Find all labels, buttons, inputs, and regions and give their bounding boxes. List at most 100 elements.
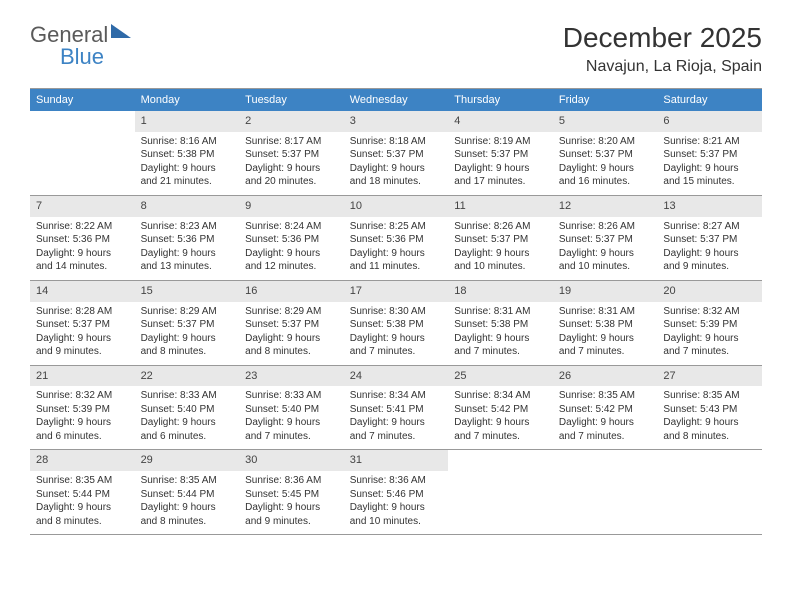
day-number: 1	[135, 111, 240, 132]
day-body: Sunrise: 8:29 AMSunset: 5:37 PMDaylight:…	[239, 302, 344, 365]
logo-text-blue: Blue	[60, 44, 104, 69]
day-number: 7	[30, 196, 135, 217]
sunset-text: Sunset: 5:43 PM	[663, 403, 756, 417]
daylight-text: Daylight: 9 hours and 9 minutes.	[663, 247, 756, 274]
day-cell: 17Sunrise: 8:30 AMSunset: 5:38 PMDayligh…	[344, 281, 449, 365]
sunset-text: Sunset: 5:36 PM	[350, 233, 443, 247]
sunrise-text: Sunrise: 8:27 AM	[663, 220, 756, 234]
day-cell: 28Sunrise: 8:35 AMSunset: 5:44 PMDayligh…	[30, 450, 135, 534]
sunset-text: Sunset: 5:37 PM	[559, 148, 652, 162]
day-cell: 26Sunrise: 8:35 AMSunset: 5:42 PMDayligh…	[553, 366, 658, 450]
sunset-text: Sunset: 5:45 PM	[245, 488, 338, 502]
daylight-text: Daylight: 9 hours and 17 minutes.	[454, 162, 547, 189]
day-number: 28	[30, 450, 135, 471]
sunrise-text: Sunrise: 8:18 AM	[350, 135, 443, 149]
sunrise-text: Sunrise: 8:32 AM	[36, 389, 129, 403]
daylight-text: Daylight: 9 hours and 21 minutes.	[141, 162, 234, 189]
day-number: 10	[344, 196, 449, 217]
sunrise-text: Sunrise: 8:20 AM	[559, 135, 652, 149]
day-body: Sunrise: 8:16 AMSunset: 5:38 PMDaylight:…	[135, 132, 240, 195]
day-body: Sunrise: 8:24 AMSunset: 5:36 PMDaylight:…	[239, 217, 344, 280]
daylight-text: Daylight: 9 hours and 11 minutes.	[350, 247, 443, 274]
day-number: 11	[448, 196, 553, 217]
sunrise-text: Sunrise: 8:34 AM	[350, 389, 443, 403]
day-cell: 25Sunrise: 8:34 AMSunset: 5:42 PMDayligh…	[448, 366, 553, 450]
day-cell: 13Sunrise: 8:27 AMSunset: 5:37 PMDayligh…	[657, 196, 762, 280]
day-header: Tuesday	[239, 89, 344, 111]
logo-triangle-icon	[111, 24, 131, 38]
sunrise-text: Sunrise: 8:30 AM	[350, 305, 443, 319]
day-number: 17	[344, 281, 449, 302]
sunset-text: Sunset: 5:39 PM	[36, 403, 129, 417]
day-body: Sunrise: 8:35 AMSunset: 5:43 PMDaylight:…	[657, 386, 762, 449]
day-number: 2	[239, 111, 344, 132]
daylight-text: Daylight: 9 hours and 12 minutes.	[245, 247, 338, 274]
daylight-text: Daylight: 9 hours and 9 minutes.	[36, 332, 129, 359]
day-number: 19	[553, 281, 658, 302]
day-header: Monday	[135, 89, 240, 111]
day-body: Sunrise: 8:30 AMSunset: 5:38 PMDaylight:…	[344, 302, 449, 365]
day-cell: 20Sunrise: 8:32 AMSunset: 5:39 PMDayligh…	[657, 281, 762, 365]
day-body: Sunrise: 8:23 AMSunset: 5:36 PMDaylight:…	[135, 217, 240, 280]
day-cell: 22Sunrise: 8:33 AMSunset: 5:40 PMDayligh…	[135, 366, 240, 450]
daylight-text: Daylight: 9 hours and 10 minutes.	[559, 247, 652, 274]
day-number: 30	[239, 450, 344, 471]
daylight-text: Daylight: 9 hours and 7 minutes.	[559, 332, 652, 359]
day-body: Sunrise: 8:31 AMSunset: 5:38 PMDaylight:…	[553, 302, 658, 365]
sunset-text: Sunset: 5:41 PM	[350, 403, 443, 417]
sunset-text: Sunset: 5:37 PM	[141, 318, 234, 332]
sunset-text: Sunset: 5:37 PM	[245, 148, 338, 162]
day-cell: 16Sunrise: 8:29 AMSunset: 5:37 PMDayligh…	[239, 281, 344, 365]
day-cell: 10 Sunrise: 8:25 AMSunset: 5:36 PMDayligh…	[344, 196, 449, 280]
day-body: Sunrise: 8:33 AMSunset: 5:40 PMDaylight:…	[239, 386, 344, 449]
day-number: 8	[135, 196, 240, 217]
day-cell: 23Sunrise: 8:33 AMSunset: 5:40 PMDayligh…	[239, 366, 344, 450]
day-body: Sunrise: 8:18 AMSunset: 5:37 PMDaylight:…	[344, 132, 449, 195]
sunrise-text: Sunrise: 8:33 AM	[245, 389, 338, 403]
day-cell: 19Sunrise: 8:31 AMSunset: 5:38 PMDayligh…	[553, 281, 658, 365]
day-body: Sunrise: 8:31 AMSunset: 5:38 PMDaylight:…	[448, 302, 553, 365]
day-cell	[30, 111, 135, 195]
daylight-text: Daylight: 9 hours and 6 minutes.	[36, 416, 129, 443]
daylight-text: Daylight: 9 hours and 10 minutes.	[454, 247, 547, 274]
sunrise-text: Sunrise: 8:35 AM	[559, 389, 652, 403]
daylight-text: Daylight: 9 hours and 6 minutes.	[141, 416, 234, 443]
sunset-text: Sunset: 5:37 PM	[663, 233, 756, 247]
sunset-text: Sunset: 5:37 PM	[350, 148, 443, 162]
day-number: 4	[448, 111, 553, 132]
day-cell: 4Sunrise: 8:19 AMSunset: 5:37 PMDaylight…	[448, 111, 553, 195]
daylight-text: Daylight: 9 hours and 9 minutes.	[245, 501, 338, 528]
day-cell: 2Sunrise: 8:17 AMSunset: 5:37 PMDaylight…	[239, 111, 344, 195]
day-number: 13	[657, 196, 762, 217]
day-number: 29	[135, 450, 240, 471]
sunrise-text: Sunrise: 8:32 AM	[663, 305, 756, 319]
sunrise-text: Sunrise: 8:16 AM	[141, 135, 234, 149]
daylight-text: Daylight: 9 hours and 7 minutes.	[350, 416, 443, 443]
day-number: 6	[657, 111, 762, 132]
daylight-text: Daylight: 9 hours and 7 minutes.	[559, 416, 652, 443]
day-body: Sunrise: 8:36 AMSunset: 5:46 PMDaylight:…	[344, 471, 449, 534]
sunrise-text: Sunrise: 8:26 AM	[559, 220, 652, 234]
sunrise-text: Sunrise: 8:23 AM	[141, 220, 234, 234]
daylight-text: Daylight: 9 hours and 10 minutes.	[350, 501, 443, 528]
sunrise-text: Sunrise: 8:25 AM	[350, 220, 443, 234]
sunrise-text: Sunrise: 8:35 AM	[36, 474, 129, 488]
day-number: 26	[553, 366, 658, 387]
sunset-text: Sunset: 5:36 PM	[36, 233, 129, 247]
sunset-text: Sunset: 5:40 PM	[245, 403, 338, 417]
day-body: Sunrise: 8:35 AMSunset: 5:44 PMDaylight:…	[30, 471, 135, 534]
sunset-text: Sunset: 5:38 PM	[141, 148, 234, 162]
daylight-text: Daylight: 9 hours and 7 minutes.	[245, 416, 338, 443]
day-body: Sunrise: 8:21 AMSunset: 5:37 PMDaylight:…	[657, 132, 762, 195]
day-number: 22	[135, 366, 240, 387]
daylight-text: Daylight: 9 hours and 7 minutes.	[454, 416, 547, 443]
day-body: Sunrise: 8:22 AMSunset: 5:36 PMDaylight:…	[30, 217, 135, 280]
day-number: 9	[239, 196, 344, 217]
day-headers-row: SundayMondayTuesdayWednesdayThursdayFrid…	[30, 89, 762, 111]
day-body: Sunrise: 8:20 AMSunset: 5:37 PMDaylight:…	[553, 132, 658, 195]
day-body: Sunrise: 8:29 AMSunset: 5:37 PMDaylight:…	[135, 302, 240, 365]
day-number: 3	[344, 111, 449, 132]
day-body: Sunrise: 8:27 AMSunset: 5:37 PMDaylight:…	[657, 217, 762, 280]
sunset-text: Sunset: 5:38 PM	[454, 318, 547, 332]
week-row: 14Sunrise: 8:28 AMSunset: 5:37 PMDayligh…	[30, 281, 762, 366]
